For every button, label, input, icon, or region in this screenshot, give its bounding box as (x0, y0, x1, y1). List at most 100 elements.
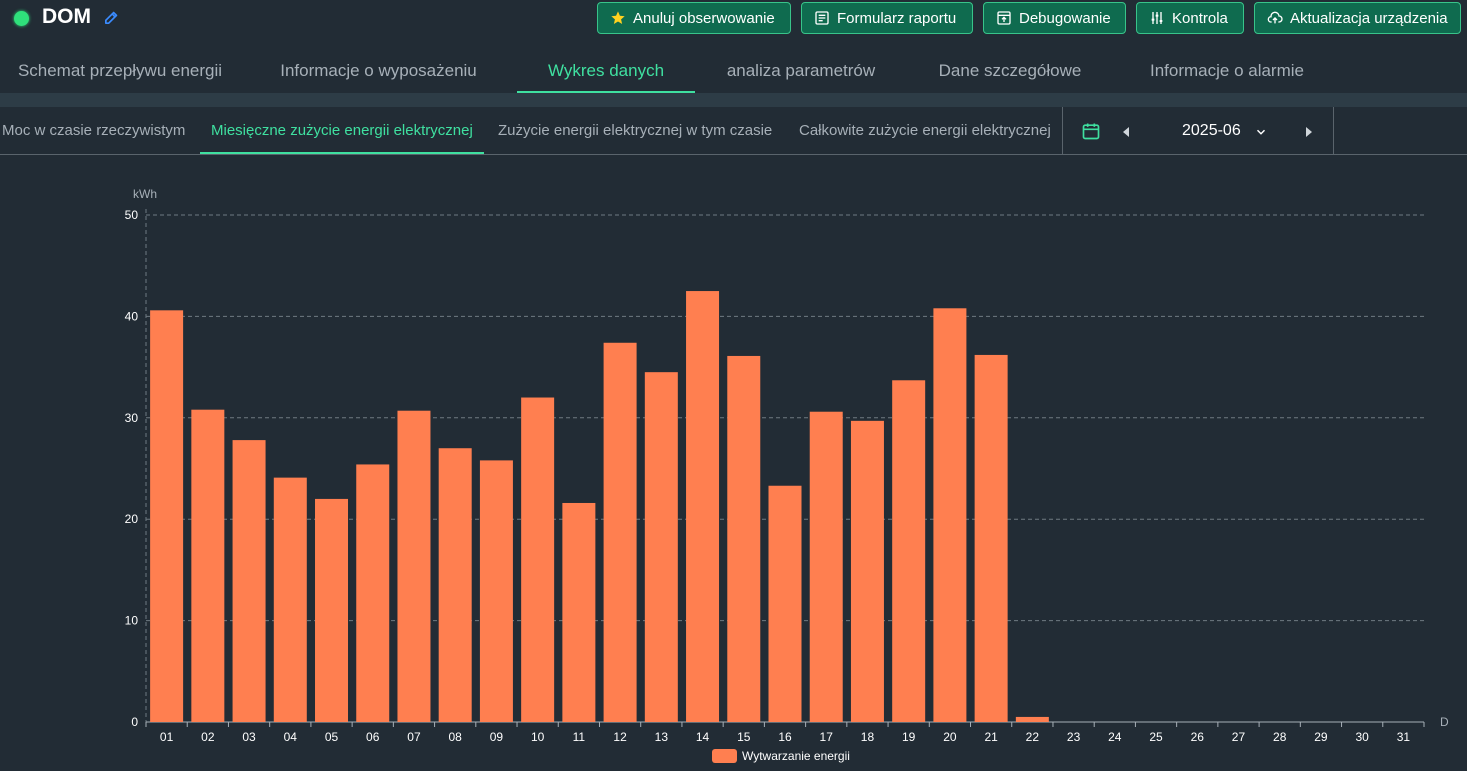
legend-swatch (712, 749, 737, 763)
x-tick-label: 12 (613, 730, 627, 744)
bar (809, 411, 843, 722)
monthly-energy-chart: 0 10 20 30 40 50 kWh D 01 02 03 04 05 06 07 08 09 10 11 12 1… (125, 187, 1449, 744)
bar (1015, 716, 1049, 722)
y-tick-label: 0 (131, 715, 138, 729)
unfollow-button[interactable]: Anuluj obserwowanie (597, 2, 791, 34)
bar (521, 397, 555, 722)
bar (603, 342, 637, 722)
tab-detailed-data[interactable]: Dane szczegółowe (938, 61, 1082, 80)
bar (933, 308, 967, 722)
x-tick-label: 08 (449, 730, 463, 744)
device-update-button[interactable]: Aktualizacja urządzenia (1254, 2, 1461, 34)
x-tick-label: 10 (531, 730, 545, 744)
x-tick-label: 15 (737, 730, 751, 744)
chart-legend[interactable]: Wytwarzanie energii (712, 748, 850, 764)
subtab-monthly-consumption[interactable]: Miesięczne zużycie energii elektrycznej (200, 107, 484, 154)
x-tick-label: 28 (1273, 730, 1287, 744)
bar (150, 310, 184, 722)
report-form-button[interactable]: Formularz raportu (801, 2, 973, 34)
date-picker-value[interactable]: 2025-06 (1182, 122, 1241, 139)
x-tick-label: 11 (573, 730, 586, 744)
x-tick-label: 30 (1355, 730, 1369, 744)
prev-month-icon[interactable] (1123, 127, 1129, 137)
x-tick-label: 13 (655, 730, 669, 744)
pencil-icon[interactable] (103, 9, 120, 26)
x-tick-label: 23 (1067, 730, 1081, 744)
control-button[interactable]: Kontrola (1136, 2, 1244, 34)
bar (273, 477, 307, 722)
x-tick-label: 20 (943, 730, 957, 744)
bar (974, 354, 1008, 722)
x-tick-label: 06 (366, 730, 380, 744)
x-tick-label: 21 (984, 730, 998, 744)
bar (397, 410, 431, 722)
x-tick-label: 09 (490, 730, 504, 744)
x-tick-label: 14 (696, 730, 710, 744)
star-icon (611, 11, 625, 24)
separator (1062, 107, 1063, 154)
debug-icon (997, 11, 1011, 25)
bar (356, 464, 390, 722)
bar (686, 291, 720, 722)
subtab-period-consumption[interactable]: Zużycie energii elektrycznej w tym czasi… (498, 122, 773, 139)
x-tick-label: 16 (778, 730, 792, 744)
x-axis-label: D (1440, 715, 1449, 729)
tab-alarm-info[interactable]: Informacje o alarmie (1149, 61, 1304, 80)
cloud-upload-icon (1267, 11, 1283, 24)
header-actions: Anuluj obserwowanie Formularz raportu De… (597, 2, 1461, 34)
x-tick-label: 31 (1397, 730, 1411, 744)
x-tick-label: 27 (1232, 730, 1246, 744)
subtab-total-consumption[interactable]: Całkowite zużycie energii elektrycznej (799, 122, 1051, 139)
report-form-label: Formularz raportu (837, 9, 957, 27)
x-tick-label: 19 (902, 730, 916, 744)
x-tick-label: 22 (1026, 730, 1040, 744)
separator (1333, 107, 1334, 154)
x-tick-label: 29 (1314, 730, 1328, 744)
y-tick-label: 40 (125, 309, 139, 323)
bar (727, 355, 761, 722)
tab-energy-flow[interactable]: Schemat przepływu energii (17, 61, 223, 80)
x-tick-label: 18 (861, 730, 875, 744)
device-update-label: Aktualizacja urządzenia (1290, 9, 1448, 27)
main-tabs: Schemat przepływu energii Informacje o w… (0, 52, 1467, 93)
y-tick-label: 30 (125, 411, 139, 425)
divider-band (0, 93, 1467, 107)
debug-label: Debugowanie (1019, 9, 1111, 27)
y-tick-label: 10 (125, 614, 139, 628)
next-month-icon[interactable] (1306, 127, 1312, 137)
tab-equipment-info[interactable]: Informacje o wyposażeniu (280, 61, 477, 80)
debug-button[interactable]: Debugowanie (983, 2, 1126, 34)
x-tick-label: 17 (820, 730, 834, 744)
report-form-icon (815, 11, 829, 25)
y-axis-label: kWh (133, 187, 157, 201)
x-tick-label: 01 (160, 730, 174, 744)
x-tick-label: 05 (325, 730, 339, 744)
y-tick-label: 50 (125, 208, 139, 222)
legend-label: Wytwarzanie energii (742, 749, 850, 763)
bar (850, 420, 884, 722)
sliders-icon (1151, 12, 1163, 24)
calendar-icon[interactable] (1081, 121, 1101, 141)
bar (315, 498, 349, 722)
x-tick-label: 25 (1149, 730, 1163, 744)
x-tick-label: 24 (1108, 730, 1122, 744)
y-tick-label: 20 (125, 512, 139, 526)
bar (191, 409, 225, 722)
status-indicator (14, 11, 29, 26)
subtab-realtime-power[interactable]: Moc w czasie rzeczywistym (2, 122, 186, 139)
x-tick-label: 04 (284, 730, 298, 744)
sub-tab-bar: Moc w czasie rzeczywistym Miesięczne zuż… (0, 107, 1467, 155)
tab-data-chart[interactable]: Wykres danych (517, 52, 695, 93)
x-tick-label: 03 (242, 730, 256, 744)
unfollow-label: Anuluj obserwowanie (633, 9, 775, 27)
bar (892, 380, 926, 722)
tab-parameter-analysis[interactable]: analiza parametrów (726, 61, 876, 80)
x-tick-label: 02 (201, 730, 215, 744)
x-tick-label: 07 (407, 730, 421, 744)
chevron-down-icon[interactable] (1254, 125, 1268, 139)
header: DOM Anuluj obserwowanie Formularz raport… (0, 0, 1467, 38)
bar (562, 502, 596, 722)
bar (768, 485, 802, 722)
device-title: DOM (42, 5, 91, 28)
bar (644, 372, 678, 722)
